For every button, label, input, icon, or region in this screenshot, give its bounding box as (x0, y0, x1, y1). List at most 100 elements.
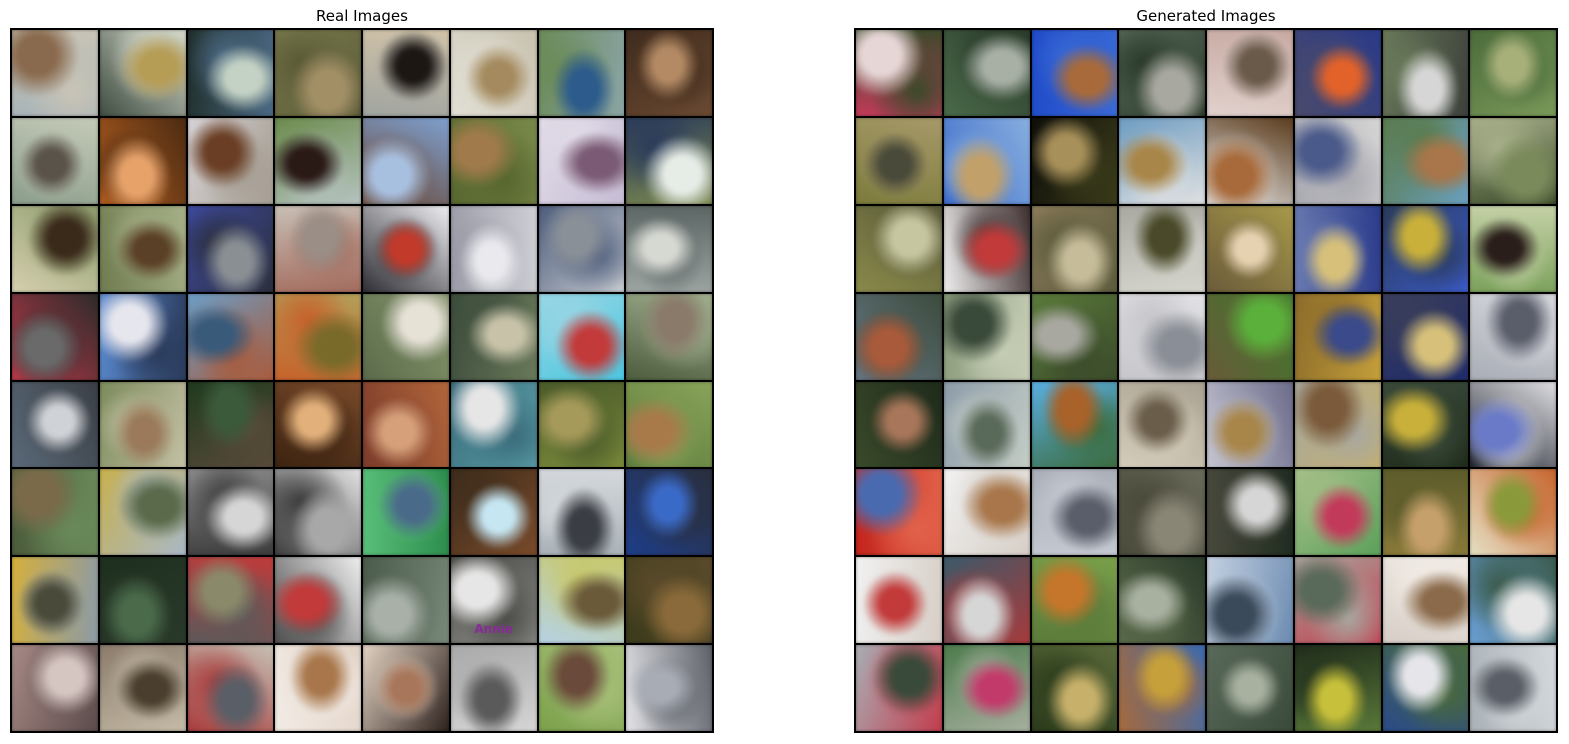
real-image-tile-r8-c4 (275, 645, 361, 731)
generated-image-tile-r5-c7 (1382, 381, 1469, 468)
real-image-tile-r1-c8 (626, 30, 712, 116)
real-image-tile-r4-c7 (538, 293, 625, 380)
generated-image-tile-r1-c3 (1031, 30, 1118, 116)
generated-images-title: Generated Images (1136, 7, 1276, 25)
generated-image-tile-r8-c7 (1382, 645, 1469, 731)
generated-image-tile-r3-c8 (1470, 205, 1556, 292)
real-images-title: Real Images (316, 7, 408, 25)
real-image-tile-r6-c5 (363, 469, 449, 556)
real-image-tile-r3-c8 (626, 205, 712, 292)
real-image-tile-r1-c1 (12, 30, 98, 116)
real-image-tile-r3-c1 (12, 205, 98, 292)
real-image-tile-r2-c4 (275, 117, 361, 204)
real-image-tile-r3-c4 (275, 205, 361, 292)
generated-image-tile-r4-c4 (1119, 293, 1205, 380)
generated-image-tile-r6-c5 (1207, 469, 1293, 556)
real-image-tile-r6-c2 (99, 469, 186, 556)
generated-image-tile-r2-c7 (1382, 117, 1469, 204)
real-image-tile-r5-c1 (12, 381, 98, 468)
generated-image-tile-r6-c6 (1294, 469, 1381, 556)
generated-image-tile-r1-c8 (1470, 30, 1556, 116)
generated-image-tile-r3-c6 (1294, 205, 1381, 292)
real-image-tile-r3-c3 (187, 205, 274, 292)
generated-image-tile-r1-c2 (943, 30, 1030, 116)
generated-image-tile-r5-c8 (1470, 381, 1556, 468)
real-image-tile-r4-c2 (99, 293, 186, 380)
generated-image-tile-r6-c3 (1031, 469, 1118, 556)
generated-images-panel: Generated Images (854, 0, 1558, 744)
real-image-tile-r5-c8 (626, 381, 712, 468)
generated-image-tile-r1-c7 (1382, 30, 1469, 116)
real-image-tile-r2-c2 (99, 117, 186, 204)
tile-caption: Annie (474, 622, 513, 637)
generated-image-tile-r1-c4 (1119, 30, 1205, 116)
generated-image-tile-r8-c2 (943, 645, 1030, 731)
generated-image-tile-r4-c5 (1207, 293, 1293, 380)
generated-image-tile-r5-c1 (856, 381, 942, 468)
generated-image-tile-r3-c5 (1207, 205, 1293, 292)
real-image-tile-r1-c7 (538, 30, 625, 116)
real-image-tile-r1-c2 (99, 30, 186, 116)
real-image-tile-r5-c3 (187, 381, 274, 468)
generated-image-tile-r7-c4 (1119, 557, 1205, 644)
real-image-tile-r1-c4 (275, 30, 361, 116)
generated-image-tile-r4-c6 (1294, 293, 1381, 380)
real-image-tile-r4-c3 (187, 293, 274, 380)
real-image-tile-r8-c5 (363, 645, 449, 731)
generated-image-tile-r5-c2 (943, 381, 1030, 468)
generated-image-tile-r2-c8 (1470, 117, 1556, 204)
generated-image-tile-r4-c7 (1382, 293, 1469, 380)
real-image-tile-r4-c4 (275, 293, 361, 380)
real-image-tile-r2-c7 (538, 117, 625, 204)
generated-image-tile-r3-c2 (943, 205, 1030, 292)
real-image-tile-r3-c5 (363, 205, 449, 292)
generated-image-tile-r2-c5 (1207, 117, 1293, 204)
real-image-tile-r2-c5 (363, 117, 449, 204)
generated-image-tile-r4-c8 (1470, 293, 1556, 380)
generated-images-grid (854, 28, 1558, 733)
real-image-tile-r3-c2 (99, 205, 186, 292)
real-image-tile-r7-c7 (538, 557, 625, 644)
real-image-tile-r3-c7 (538, 205, 625, 292)
generated-image-tile-r2-c3 (1031, 117, 1118, 204)
real-image-tile-r7-c3 (187, 557, 274, 644)
real-image-tile-r7-c4 (275, 557, 361, 644)
generated-image-tile-r8-c4 (1119, 645, 1205, 731)
generated-image-tile-r8-c3 (1031, 645, 1118, 731)
real-image-tile-r1-c6 (450, 30, 537, 116)
generated-image-tile-r3-c1 (856, 205, 942, 292)
real-image-tile-r4-c8 (626, 293, 712, 380)
real-image-tile-r6-c1 (12, 469, 98, 556)
generated-image-tile-r3-c4 (1119, 205, 1205, 292)
generated-image-tile-r5-c4 (1119, 381, 1205, 468)
real-image-tile-r2-c3 (187, 117, 274, 204)
generated-image-tile-r4-c1 (856, 293, 942, 380)
real-image-tile-r8-c7 (538, 645, 625, 731)
real-image-tile-r3-c6 (450, 205, 537, 292)
generated-image-tile-r6-c1 (856, 469, 942, 556)
real-image-tile-r5-c4 (275, 381, 361, 468)
real-image-tile-r8-c2 (99, 645, 186, 731)
real-image-tile-r2-c8 (626, 117, 712, 204)
generated-image-tile-r7-c8 (1470, 557, 1556, 644)
real-image-tile-r6-c3 (187, 469, 274, 556)
generated-image-tile-r6-c7 (1382, 469, 1469, 556)
real-image-tile-r7-c2 (99, 557, 186, 644)
generated-image-tile-r8-c1 (856, 645, 942, 731)
real-image-tile-r6-c7 (538, 469, 625, 556)
real-image-tile-r4-c1 (12, 293, 98, 380)
generated-image-tile-r8-c5 (1207, 645, 1293, 731)
generated-image-tile-r3-c3 (1031, 205, 1118, 292)
real-image-tile-r1-c5 (363, 30, 449, 116)
generated-image-tile-r1-c1 (856, 30, 942, 116)
real-images-grid: Annie (10, 28, 714, 733)
generated-image-tile-r6-c4 (1119, 469, 1205, 556)
generated-image-tile-r4-c2 (943, 293, 1030, 380)
generated-image-tile-r5-c6 (1294, 381, 1381, 468)
real-image-tile-r5-c5 (363, 381, 449, 468)
real-image-tile-r4-c5 (363, 293, 449, 380)
generated-image-tile-r5-c3 (1031, 381, 1118, 468)
real-image-tile-r7-c6: Annie (450, 557, 537, 644)
generated-image-tile-r2-c6 (1294, 117, 1381, 204)
generated-image-tile-r7-c1 (856, 557, 942, 644)
